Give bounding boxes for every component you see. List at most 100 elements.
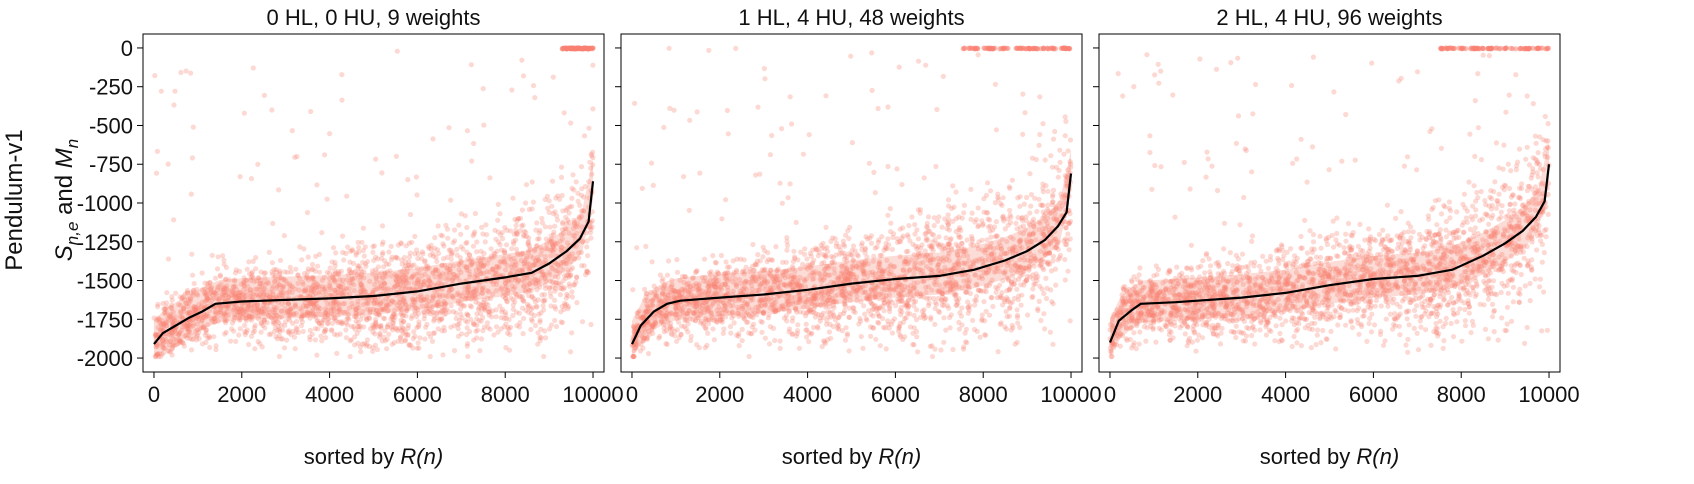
episode-point — [393, 325, 399, 331]
episode-point — [804, 256, 810, 262]
episode-point — [1050, 341, 1056, 347]
episode-point — [217, 272, 223, 278]
episode-point — [315, 326, 321, 332]
episode-point — [351, 282, 357, 288]
episode-point — [191, 280, 197, 287]
episode-point — [303, 303, 309, 309]
episode-point — [400, 298, 406, 304]
episode-point — [282, 319, 289, 325]
episode-point — [186, 309, 192, 315]
episode-point — [705, 330, 711, 336]
episode-point — [241, 283, 248, 289]
episode-point — [817, 302, 824, 308]
episode-point — [389, 341, 395, 347]
y-tick-label: -2000 — [77, 346, 133, 371]
episode-point — [327, 284, 333, 291]
episode-point — [222, 310, 228, 316]
episode-point — [1022, 110, 1028, 116]
episode-point — [887, 229, 894, 235]
episode-point — [269, 260, 275, 266]
episode-point — [504, 262, 510, 268]
episode-point — [796, 345, 803, 351]
episode-point — [286, 289, 292, 295]
episode-point — [376, 273, 383, 279]
episode-point — [464, 325, 470, 331]
episode-point — [442, 275, 448, 281]
episode-point — [490, 266, 496, 272]
episode-point — [872, 283, 878, 289]
episode-point — [542, 224, 548, 230]
episode-point — [631, 353, 637, 360]
episode-point — [354, 306, 360, 312]
episode-point — [353, 307, 359, 313]
episode-point — [539, 215, 545, 221]
episode-point — [378, 322, 384, 329]
episode-point — [216, 309, 222, 315]
episode-point — [477, 268, 483, 274]
episode-point — [643, 243, 649, 249]
episode-point — [372, 297, 378, 303]
episode-point — [430, 303, 436, 309]
episode-point — [1017, 237, 1024, 243]
episode-point — [516, 324, 523, 330]
episode-point — [704, 292, 710, 298]
episode-point — [547, 272, 553, 278]
episode-point — [152, 73, 158, 79]
episode-point — [369, 289, 376, 295]
episode-point — [1055, 257, 1061, 263]
episode-point — [381, 334, 387, 340]
episode-point — [428, 246, 434, 252]
episode-point — [266, 331, 272, 337]
episode-point — [379, 251, 385, 257]
episode-point — [1065, 268, 1071, 274]
episode-point — [464, 319, 470, 325]
episode-point — [777, 180, 783, 186]
episode-point — [731, 320, 737, 326]
episode-point — [364, 306, 370, 312]
episode-point — [739, 326, 745, 332]
episode-point — [990, 303, 996, 310]
episode-point — [458, 211, 464, 217]
episode-point — [214, 266, 221, 272]
episode-point — [488, 246, 494, 252]
episode-point — [551, 229, 557, 235]
episode-point — [288, 332, 294, 338]
episode-point — [179, 339, 186, 345]
episode-point — [222, 277, 228, 283]
episode-point — [344, 193, 350, 199]
episode-point — [296, 287, 302, 293]
episode-point — [648, 289, 654, 296]
episode-point — [465, 295, 471, 301]
episode-point — [544, 193, 551, 199]
episode-point — [470, 233, 476, 239]
episode-point — [183, 68, 189, 74]
episode-point — [167, 338, 174, 345]
episode-point — [305, 254, 311, 260]
episode-point — [759, 267, 765, 273]
episode-point — [399, 261, 405, 267]
episode-point — [447, 269, 453, 275]
episode-point — [411, 329, 417, 335]
episode-point — [1045, 202, 1051, 208]
episode-point — [351, 270, 357, 276]
episode-point — [553, 260, 559, 267]
episode-point — [403, 308, 409, 314]
episode-point — [474, 249, 480, 255]
episode-point — [453, 310, 459, 316]
episode-point — [270, 220, 276, 227]
episode-point — [843, 232, 849, 238]
episode-point — [541, 307, 547, 313]
episode-point — [476, 305, 482, 311]
episode-point — [177, 337, 183, 344]
episode-point — [995, 349, 1001, 355]
episode-point — [465, 312, 471, 318]
episode-point — [848, 53, 854, 59]
episode-point — [211, 319, 217, 325]
episode-point — [1055, 174, 1061, 180]
episode-point — [312, 326, 318, 332]
episode-point — [739, 269, 745, 275]
episode-point — [448, 197, 454, 203]
episode-point — [1067, 318, 1073, 324]
episode-point — [397, 296, 403, 302]
episode-point — [994, 233, 1001, 239]
